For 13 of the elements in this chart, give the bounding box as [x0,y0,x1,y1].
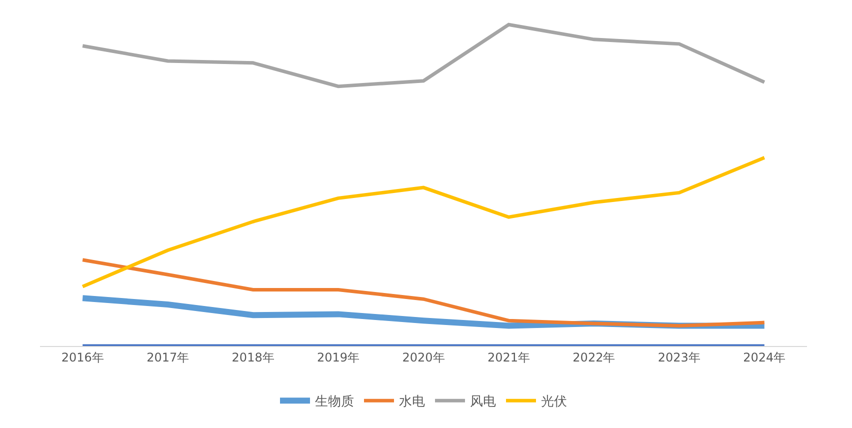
x-tick-label: 2021年 [487,350,530,364]
x-tick-label: 2020年 [402,350,445,364]
x-tick-label: 2016年 [61,350,104,364]
x-tick-label: 2022年 [572,350,616,364]
x-tick-label: 2018年 [232,350,274,364]
x-tick-label: 2024年 [743,350,786,364]
legend-label: 风电 [470,394,496,410]
x-tick-label: 2017年 [146,350,190,364]
legend-label: 水电 [399,394,425,410]
legend-label: 生物质 [315,394,354,410]
x-tick-label: 2019年 [317,350,360,364]
legend-label: 光伏 [541,394,567,410]
x-tick-label: 2023年 [658,350,700,364]
